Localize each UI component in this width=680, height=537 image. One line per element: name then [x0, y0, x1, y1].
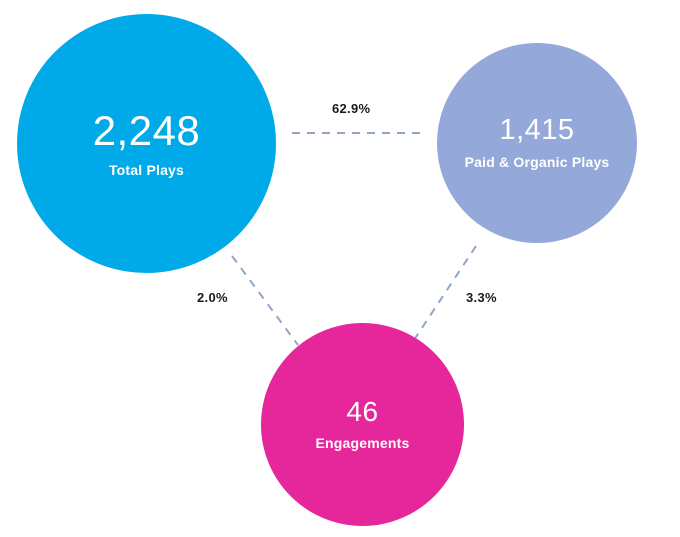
- engagements-value: 46: [346, 396, 379, 427]
- rate-total-to-paid: 62.9%: [332, 101, 371, 116]
- total-plays-value: 2,248: [92, 106, 201, 154]
- rate-total-to-engagements: 2.0%: [197, 290, 228, 305]
- paid-organic-plays-value: 1,415: [499, 114, 575, 146]
- connector-total-engagements: [231, 255, 299, 346]
- rate-paid-to-engagements: 3.3%: [466, 290, 497, 305]
- engagements-label: Engagements: [315, 435, 410, 451]
- total-plays-circle: 2,248 Total Plays: [17, 14, 276, 273]
- paid-organic-plays-circle: 1,415 Paid & Organic Plays: [437, 43, 637, 243]
- connector-paid-engagements: [413, 245, 477, 341]
- paid-organic-plays-label: Paid & Organic Plays: [464, 154, 610, 170]
- total-plays-label: Total Plays: [108, 161, 185, 178]
- engagements-circle: 46 Engagements: [261, 323, 464, 526]
